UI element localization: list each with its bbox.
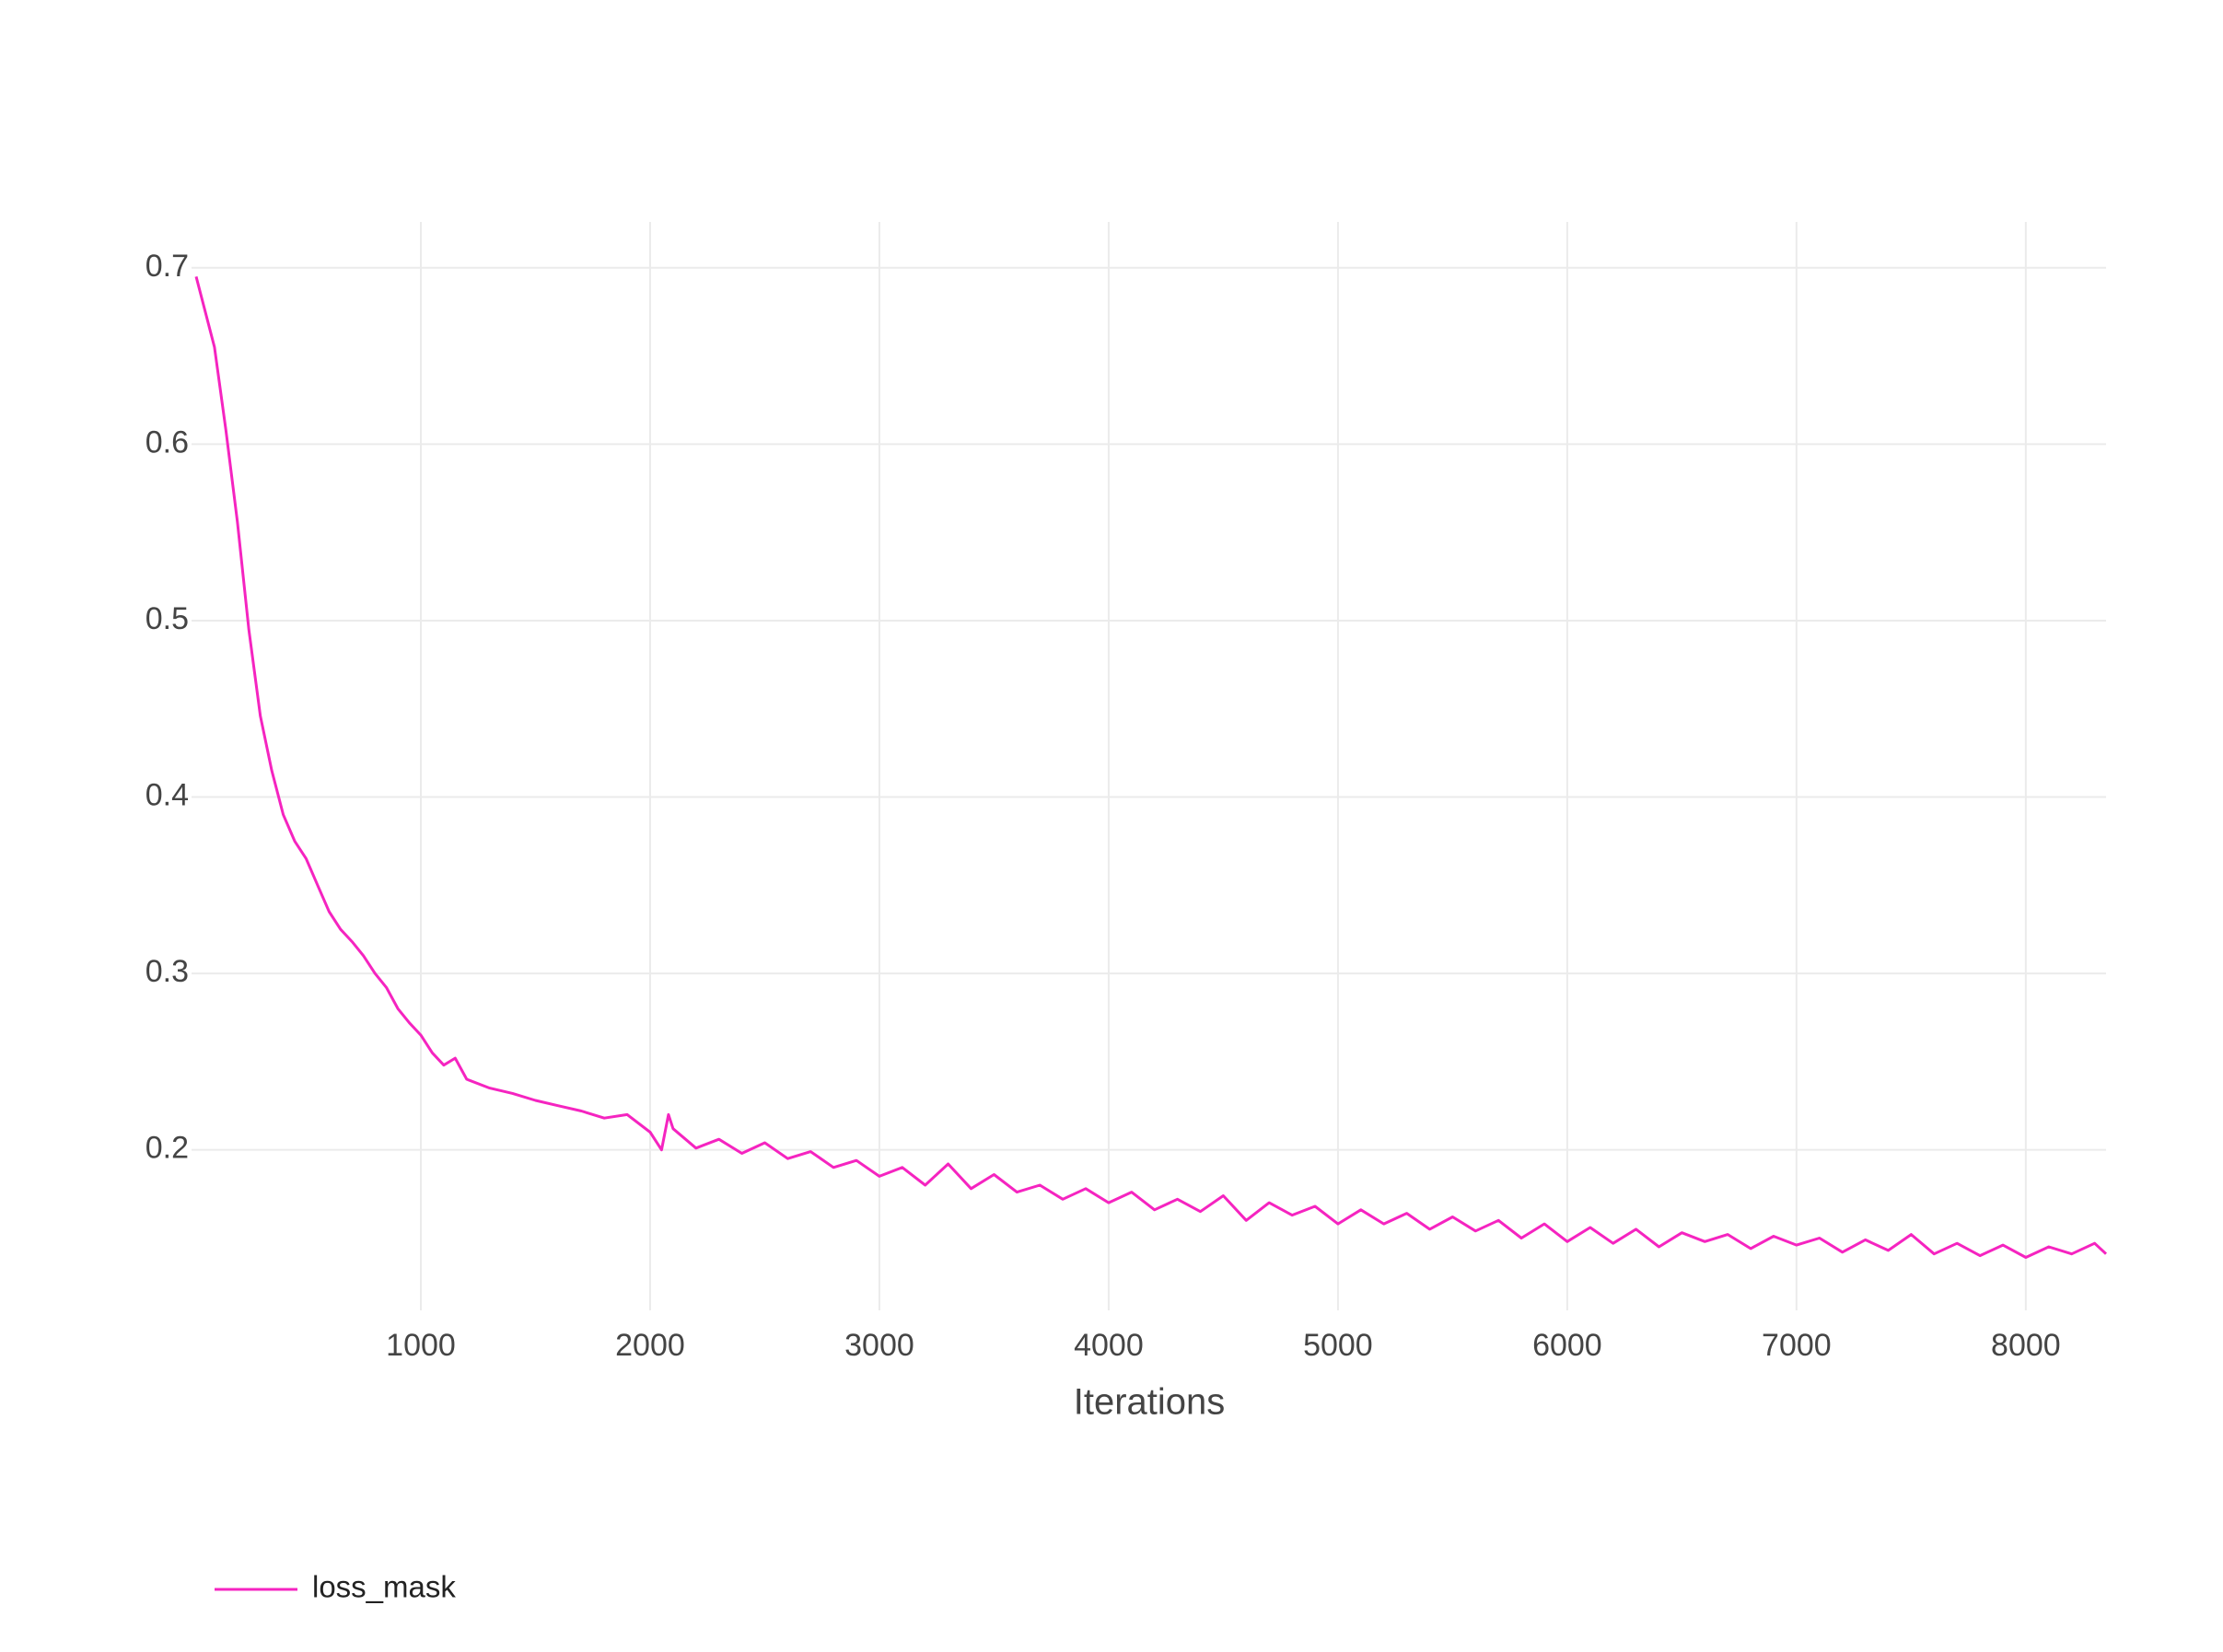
y-tick-label: 0.2 [145, 1131, 189, 1166]
x-tick-label: 2000 [615, 1328, 685, 1363]
x-tick-label: 7000 [1762, 1328, 1832, 1363]
line [194, 276, 2108, 1259]
x-tick-label: 8000 [1991, 1328, 2061, 1363]
legend-label: loss_mask [312, 1570, 456, 1604]
x-tick-label: 1000 [386, 1328, 456, 1363]
x-tick-label: 6000 [1532, 1328, 1602, 1363]
y-tick-label: 0.7 [145, 249, 189, 284]
y-tick-label: 0.4 [145, 778, 189, 813]
x-tick-label: 3000 [844, 1328, 914, 1363]
x-tick-label: 4000 [1074, 1328, 1144, 1363]
y-tick-label: 0.3 [145, 954, 189, 989]
x-axis-title: Iterations [1074, 1382, 1226, 1423]
x-tick-label: 5000 [1303, 1328, 1373, 1363]
y-tick-label: 0.5 [145, 601, 189, 636]
y-tick-label: 0.6 [145, 425, 189, 460]
